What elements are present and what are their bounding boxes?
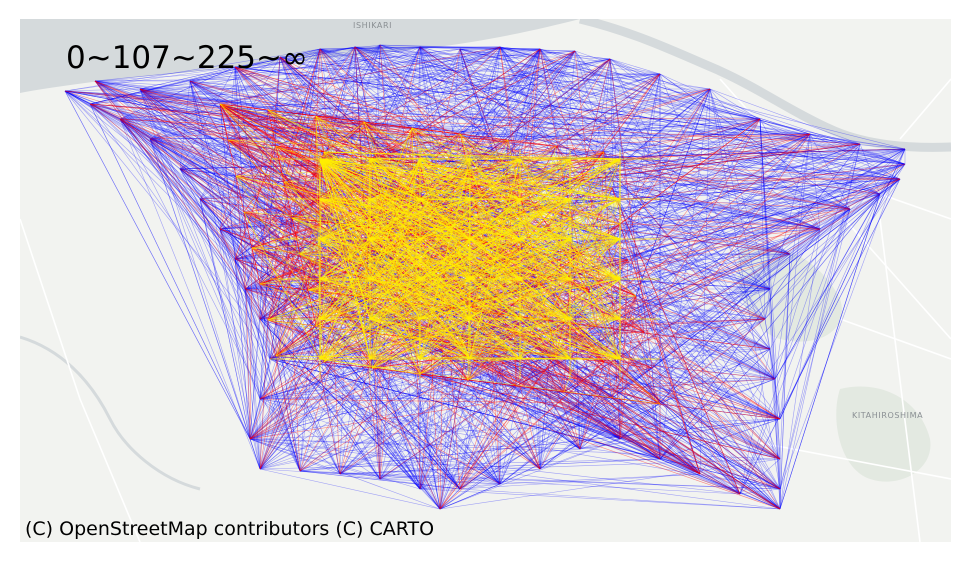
- map-canvas[interactable]: ISHIKARI KITAHIROSHIMA: [20, 19, 951, 542]
- park-area: [737, 246, 842, 342]
- map-attribution: (C) OpenStreetMap contributors (C) CARTO: [25, 518, 435, 540]
- river-secondary: [20, 335, 201, 491]
- park-area-2: [836, 386, 931, 482]
- river: [578, 19, 951, 152]
- legend-thresholds: 0~107~225~∞: [66, 40, 308, 76]
- flow-network: [64, 44, 906, 510]
- map-svg: ISHIKARI KITAHIROSHIMA: [20, 19, 951, 542]
- place-label-kitahiroshima: KITAHIROSHIMA: [852, 411, 923, 420]
- sea-area: [20, 19, 580, 93]
- place-label-ishikari: ISHIKARI: [353, 21, 392, 30]
- road-network: [20, 78, 951, 542]
